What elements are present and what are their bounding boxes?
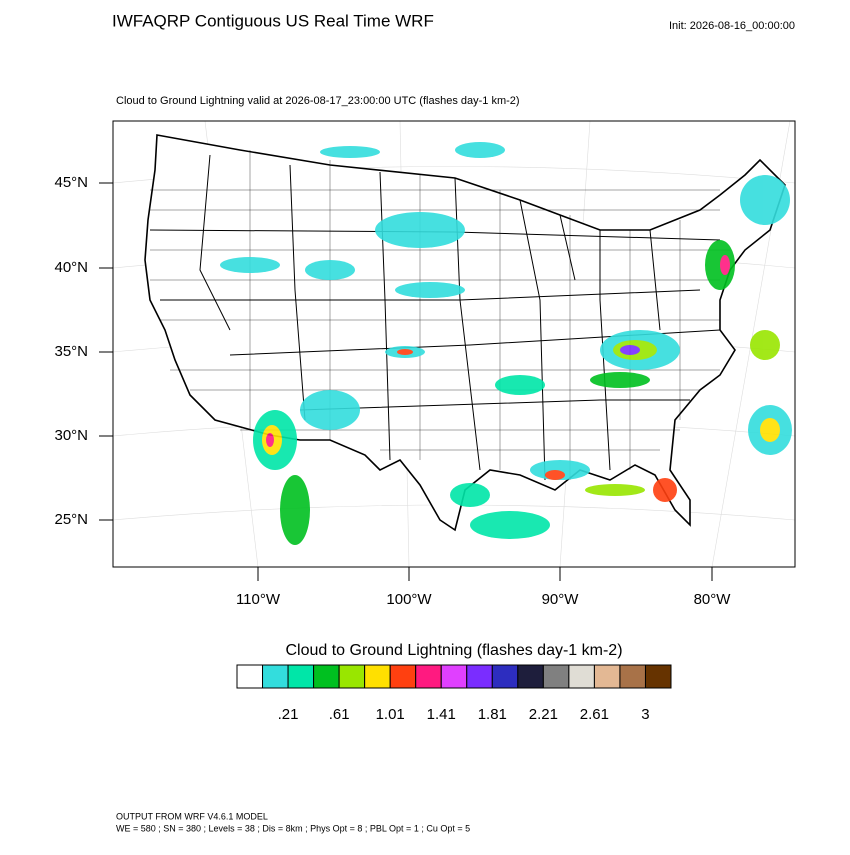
color-box bbox=[415, 664, 442, 689]
lightning-areas bbox=[220, 142, 792, 545]
color-box bbox=[517, 664, 544, 689]
color-box bbox=[593, 664, 621, 689]
colorbar-label: .21 bbox=[278, 706, 299, 723]
color-box bbox=[644, 664, 672, 689]
lat-label: 45°N bbox=[54, 174, 88, 191]
lat-label: 40°N bbox=[54, 259, 88, 276]
footer-line: WE = 580 ; SN = 380 ; Levels = 38 ; Dis … bbox=[116, 823, 470, 833]
color-box bbox=[568, 664, 595, 689]
color-box bbox=[236, 664, 264, 689]
county-lines bbox=[150, 150, 730, 480]
state-lines bbox=[149, 154, 721, 481]
lon-label: 80°W bbox=[694, 591, 732, 608]
lon-label: 110°W bbox=[236, 591, 281, 608]
colorbar-label: 2.61 bbox=[580, 706, 609, 723]
color-box bbox=[313, 664, 340, 689]
colorbar-label: 1.01 bbox=[376, 706, 405, 723]
lat-label: 30°N bbox=[54, 427, 88, 444]
color-box bbox=[466, 664, 493, 689]
lon-label: 90°W bbox=[542, 591, 580, 608]
colorbar: .21 .61 1.01 1.41 1.81 2.21 2.61 3 bbox=[236, 664, 672, 723]
subtitle: Cloud to Ground Lightning valid at 2026-… bbox=[116, 95, 520, 107]
color-box bbox=[287, 664, 315, 689]
color-box bbox=[389, 664, 417, 689]
colorbar-title: Cloud to Ground Lightning (flashes day-1… bbox=[285, 642, 622, 659]
colorbar-label: .61 bbox=[329, 706, 350, 723]
colorbar-label: 1.41 bbox=[427, 706, 456, 723]
color-box bbox=[440, 664, 468, 689]
colorbar-label: 3 bbox=[641, 706, 649, 723]
color-box bbox=[619, 664, 646, 689]
color-box bbox=[338, 664, 366, 689]
lon-label: 100°W bbox=[386, 591, 432, 608]
lat-label: 25°N bbox=[54, 511, 88, 528]
footer-line: OUTPUT FROM WRF V4.6.1 MODEL bbox=[116, 811, 268, 821]
map bbox=[99, 120, 796, 581]
us-outline bbox=[144, 134, 786, 532]
title: IWFAQRP Contiguous US Real Time WRF bbox=[112, 11, 434, 30]
colorbar-label: 2.21 bbox=[529, 706, 558, 723]
color-box bbox=[364, 664, 391, 689]
colorbar-label: 1.81 bbox=[478, 706, 507, 723]
map-frame bbox=[112, 120, 796, 568]
color-box bbox=[262, 664, 289, 689]
color-box bbox=[491, 664, 519, 689]
init-time: Init: 2026-08-16_00:00:00 bbox=[669, 20, 795, 32]
color-box bbox=[542, 664, 570, 689]
lat-label: 35°N bbox=[54, 343, 88, 360]
